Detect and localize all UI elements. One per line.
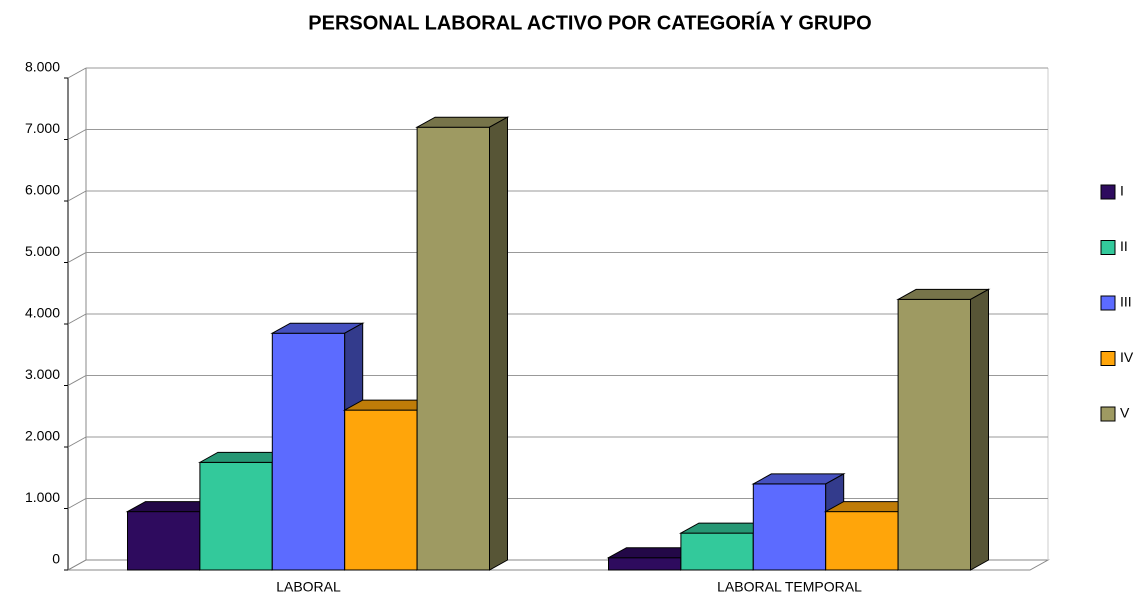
legend-swatch (1100, 406, 1116, 422)
chart-title: PERSONAL LABORAL ACTIVO POR CATEGORÍA Y … (308, 11, 871, 34)
bar-front (416, 126, 491, 571)
x-tick-label: LABORAL (276, 579, 341, 595)
wall-tick (67, 129, 87, 140)
bar-front (897, 298, 971, 571)
y-tick-label: 7.000 (25, 120, 60, 136)
bar-front (608, 557, 682, 571)
legend-label: II (1120, 238, 1128, 254)
legend-label: III (1120, 294, 1132, 310)
bar-front (271, 332, 346, 571)
y-tick-label: 5.000 (25, 243, 60, 259)
bar-front (127, 511, 201, 571)
bar-front (825, 511, 899, 571)
legend-swatch (1100, 240, 1116, 255)
y-tick-label: 8.000 (25, 59, 60, 75)
legend-label: V (1120, 405, 1130, 421)
x-tick-label: LABORAL TEMPORAL (717, 579, 862, 595)
y-tick-label: 1.000 (25, 489, 60, 505)
wall-tick (67, 67, 87, 79)
bar-front (199, 461, 273, 571)
legend-swatch (1100, 351, 1116, 366)
wall-tick (67, 252, 87, 263)
y-tick-label: 2.000 (25, 428, 60, 444)
y-tick-label: 3.000 (25, 366, 60, 382)
bar-front (344, 409, 418, 571)
legend-swatch (1100, 295, 1116, 311)
legend-swatch (1100, 184, 1116, 200)
wall-tick (67, 498, 87, 509)
legend-label: IV (1120, 349, 1134, 365)
bar-front (752, 483, 827, 571)
bar-side (970, 288, 989, 571)
bar-front (680, 532, 754, 571)
y-tick-label: 0 (52, 551, 60, 567)
wall-tick (67, 190, 87, 202)
legend-label: I (1120, 183, 1124, 199)
wall-tick (67, 375, 87, 386)
y-tick-label: 6.000 (25, 182, 60, 198)
wall-tick (67, 436, 87, 448)
wall-tick (67, 559, 87, 571)
y-tick-label: 4.000 (25, 305, 60, 321)
wall-tick (67, 313, 87, 325)
bar-side (489, 116, 508, 571)
